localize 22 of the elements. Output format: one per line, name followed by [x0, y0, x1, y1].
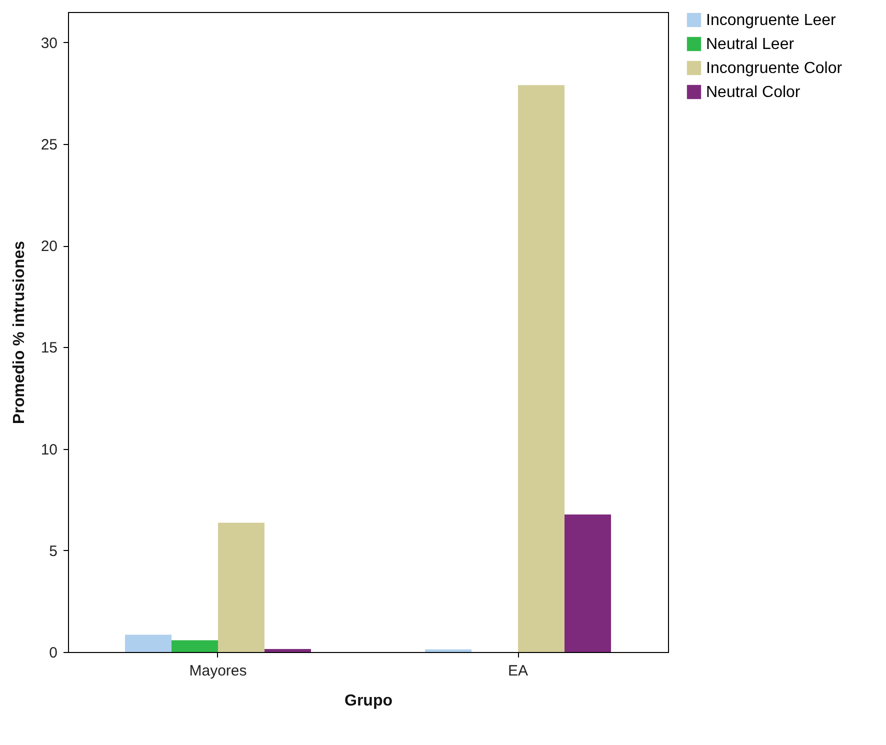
bar	[425, 649, 472, 652]
bar	[172, 640, 218, 652]
legend-label: Neutral Color	[706, 84, 801, 101]
bar	[218, 522, 264, 652]
y-tick-label: 30	[40, 34, 58, 52]
legend-label: Incongruente Color	[706, 60, 843, 77]
bar	[518, 85, 564, 652]
bar	[564, 514, 611, 652]
y-tick-label: 10	[40, 441, 58, 458]
x-tick-label: EA	[508, 662, 528, 680]
legend-label: Neutral Leer	[706, 36, 795, 53]
bar	[125, 634, 172, 652]
y-tick-label: 20	[40, 238, 58, 256]
y-tick-label: 0	[49, 644, 58, 662]
bar	[264, 648, 311, 652]
x-axis-title: Grupo	[344, 692, 393, 710]
y-tick-label: 5	[49, 542, 58, 560]
y-tick-label: 25	[40, 136, 58, 154]
x-tick-label: Mayores	[189, 662, 247, 680]
y-axis-title: Promedio % intrusiones	[10, 240, 28, 424]
y-tick-label: 15	[40, 340, 58, 357]
legend-label: Incongruente Leer	[706, 12, 837, 29]
